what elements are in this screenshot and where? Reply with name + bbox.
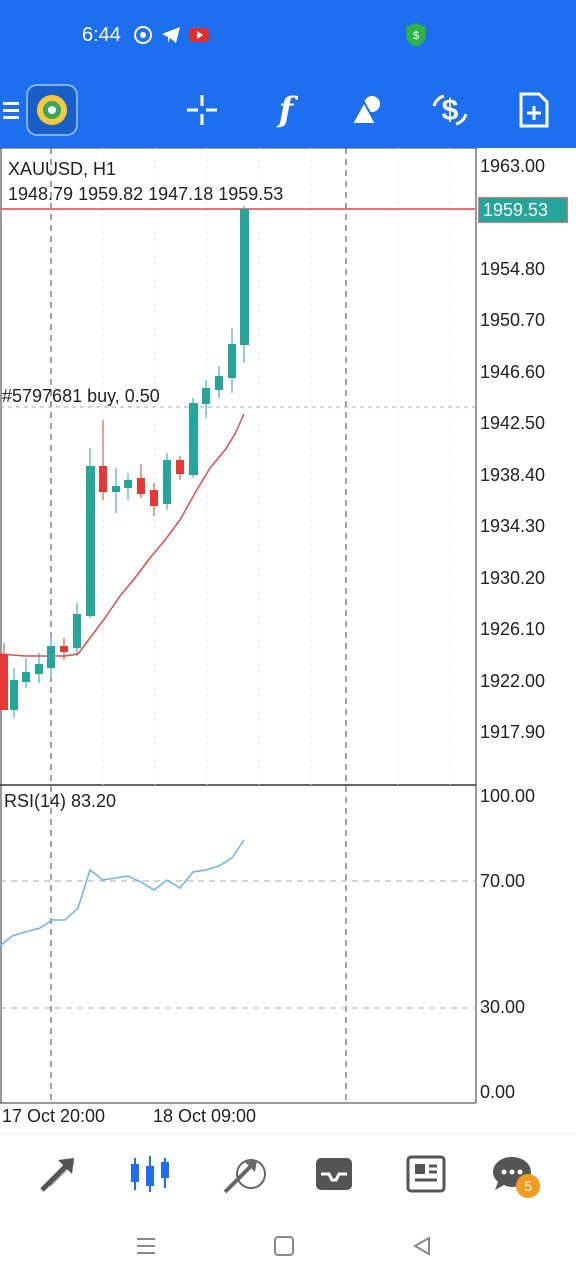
ohlc-values: 1948.79 1959.82 1947.18 1959.53	[8, 184, 284, 204]
youtube-icon	[189, 28, 209, 42]
trade-dollar-icon: $	[432, 94, 468, 127]
svg-text:$: $	[413, 30, 419, 42]
trade-button[interactable]: $	[422, 82, 478, 138]
candles	[0, 206, 249, 718]
price-label: 1954.80	[480, 259, 546, 279]
nav-chart[interactable]	[120, 1144, 180, 1204]
news-icon	[406, 1155, 446, 1193]
nav-news[interactable]	[396, 1144, 456, 1204]
crosshair-button[interactable]	[174, 82, 230, 138]
nav-quotes[interactable]	[28, 1144, 88, 1204]
shapes-icon	[350, 96, 380, 125]
chat-badge: 5	[516, 1174, 540, 1198]
rsi-axis-label: 30.00	[480, 997, 526, 1017]
recent-apps-button[interactable]	[126, 1231, 166, 1261]
rsi-axis-label: 0.00	[480, 1082, 516, 1102]
quotes-arrows-icon	[40, 1158, 75, 1192]
price-label: 1922.00	[480, 671, 546, 691]
chart-canvas[interactable]	[0, 148, 576, 1133]
rsi-axis-label: 70.00	[480, 871, 526, 891]
home-button[interactable]	[264, 1231, 304, 1261]
recents-icon	[137, 1238, 155, 1254]
back-button[interactable]	[402, 1231, 442, 1261]
status-time: 6:44	[82, 24, 121, 46]
app-logo[interactable]	[24, 82, 80, 138]
candlestick-chart-icon	[131, 1156, 169, 1192]
inbox-icon	[316, 1158, 352, 1190]
price-label: 1917.90	[480, 722, 546, 742]
svg-text:$: $	[442, 94, 459, 127]
new-document-icon	[519, 92, 549, 128]
chart-toolbar: f $	[0, 70, 576, 148]
nav-chat[interactable]: 5	[482, 1144, 542, 1204]
system-navigation-bar	[0, 1211, 576, 1280]
time-label: 17 Oct 20:00	[2, 1106, 106, 1126]
home-square-icon	[274, 1236, 294, 1256]
menu-button[interactable]	[0, 82, 24, 138]
price-label: 1930.20	[480, 568, 546, 588]
price-label: 1938.40	[480, 465, 546, 485]
bottom-navigation: 5	[0, 1133, 576, 1212]
trade-icon	[223, 1159, 266, 1194]
nav-history[interactable]	[304, 1144, 364, 1204]
position-label[interactable]: #5797681 buy, 0.50	[2, 386, 160, 406]
moving-average-line	[0, 413, 245, 657]
security-shield-icon: $	[406, 23, 426, 47]
current-price-tag: 1959.53	[478, 197, 568, 223]
time-label: 18 Oct 09:00	[153, 1106, 257, 1126]
price-label: 1926.10	[480, 619, 546, 639]
function-icon: f	[278, 90, 294, 130]
telegram-icon	[162, 27, 180, 43]
metatrader-logo-icon	[26, 84, 78, 136]
rsi-line	[0, 839, 245, 947]
status-bar: 6:44 $	[0, 0, 576, 70]
price-label: 1934.30	[480, 516, 546, 536]
price-label: 1950.70	[480, 310, 546, 330]
chart-area[interactable]: XAUUSD, H1 1948.79 1959.82 1947.18 1959.…	[0, 148, 576, 1133]
symbol-timeframe: XAUUSD, H1	[8, 159, 117, 179]
objects-button[interactable]	[340, 82, 396, 138]
price-label: 1942.50	[480, 413, 546, 433]
price-label: 1963.00	[480, 156, 546, 176]
nav-trade[interactable]	[214, 1144, 274, 1204]
location-icon	[134, 26, 152, 44]
rsi-label: RSI(14) 83.20	[4, 791, 117, 811]
crosshair-icon	[187, 95, 217, 125]
price-label: 1946.60	[480, 362, 546, 382]
indicators-button[interactable]: f	[258, 82, 314, 138]
rsi-axis-label: 100.00	[480, 786, 536, 806]
new-order-button[interactable]	[506, 82, 562, 138]
back-triangle-icon	[412, 1236, 430, 1256]
hamburger-icon	[3, 102, 19, 119]
